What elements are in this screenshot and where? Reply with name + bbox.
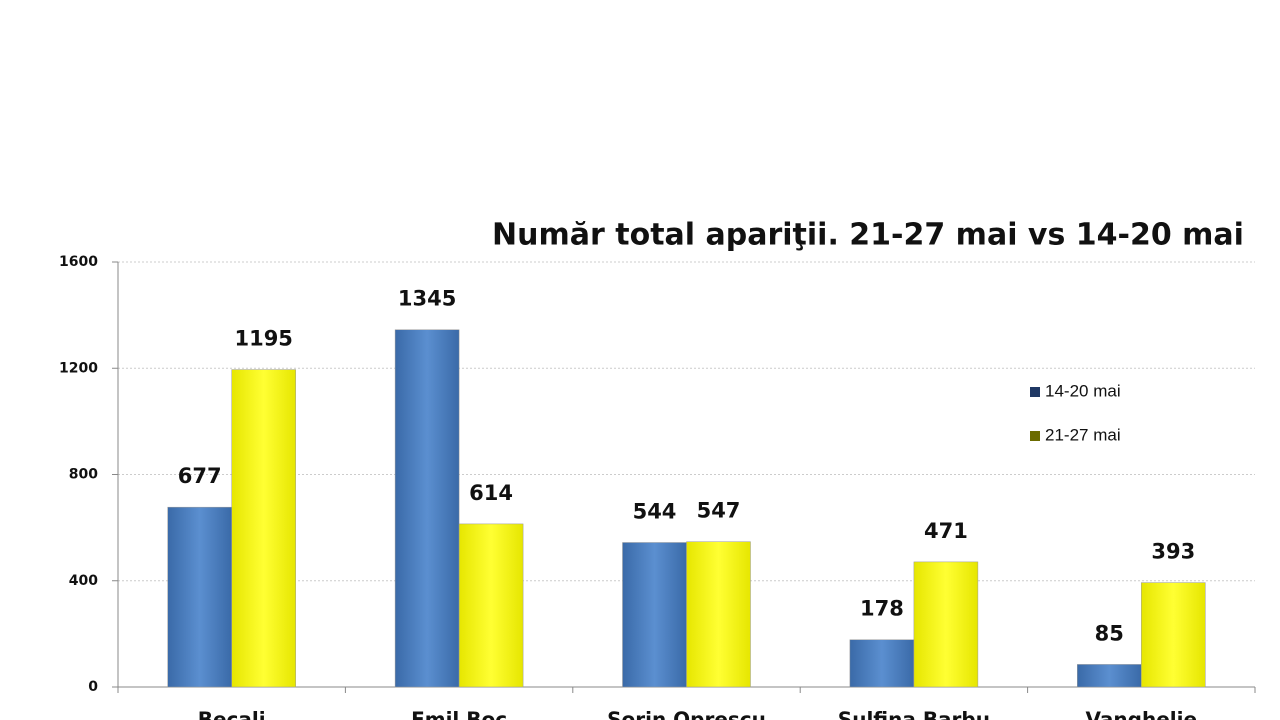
bar (458, 523, 524, 688)
bar (231, 369, 296, 688)
bar (849, 639, 915, 688)
value-label: 544 (633, 500, 677, 524)
y-tick-label: 400 (69, 573, 98, 589)
value-label: 178 (860, 597, 904, 621)
value-label: 614 (469, 481, 513, 505)
x-tick-label: Sulfina Barbu (838, 708, 990, 720)
legend-swatch (1030, 431, 1040, 441)
value-label: 85 (1095, 621, 1124, 645)
bar (394, 329, 460, 688)
chart-title: Număr total apariţii. 21-27 mai vs 14-20… (492, 218, 1244, 253)
x-tick-label: Emil Boc (411, 708, 507, 720)
value-label: 393 (1151, 540, 1195, 564)
y-tick-label: 0 (88, 679, 98, 695)
x-tick-label: Sorin Oprescu (607, 708, 766, 720)
y-tick-label: 800 (69, 467, 98, 483)
legend-label: 14-20 mai (1045, 381, 1121, 400)
value-label: 547 (697, 499, 741, 523)
bar (622, 542, 687, 688)
x-tick-label: Vanghelie (1086, 708, 1198, 720)
x-tick-label: Becali (198, 708, 266, 720)
value-label: 1345 (398, 287, 456, 311)
bar (686, 541, 751, 688)
bar (1077, 664, 1142, 688)
value-label: 1195 (234, 327, 292, 351)
bar (913, 561, 979, 688)
bar (167, 506, 232, 688)
y-tick-label: 1600 (59, 254, 98, 270)
value-label: 677 (178, 464, 222, 488)
legend-swatch (1030, 387, 1040, 397)
y-tick-label: 1200 (59, 360, 98, 376)
legend-label: 21-27 mai (1045, 425, 1121, 444)
value-label: 471 (924, 519, 968, 543)
bar (1141, 582, 1206, 688)
